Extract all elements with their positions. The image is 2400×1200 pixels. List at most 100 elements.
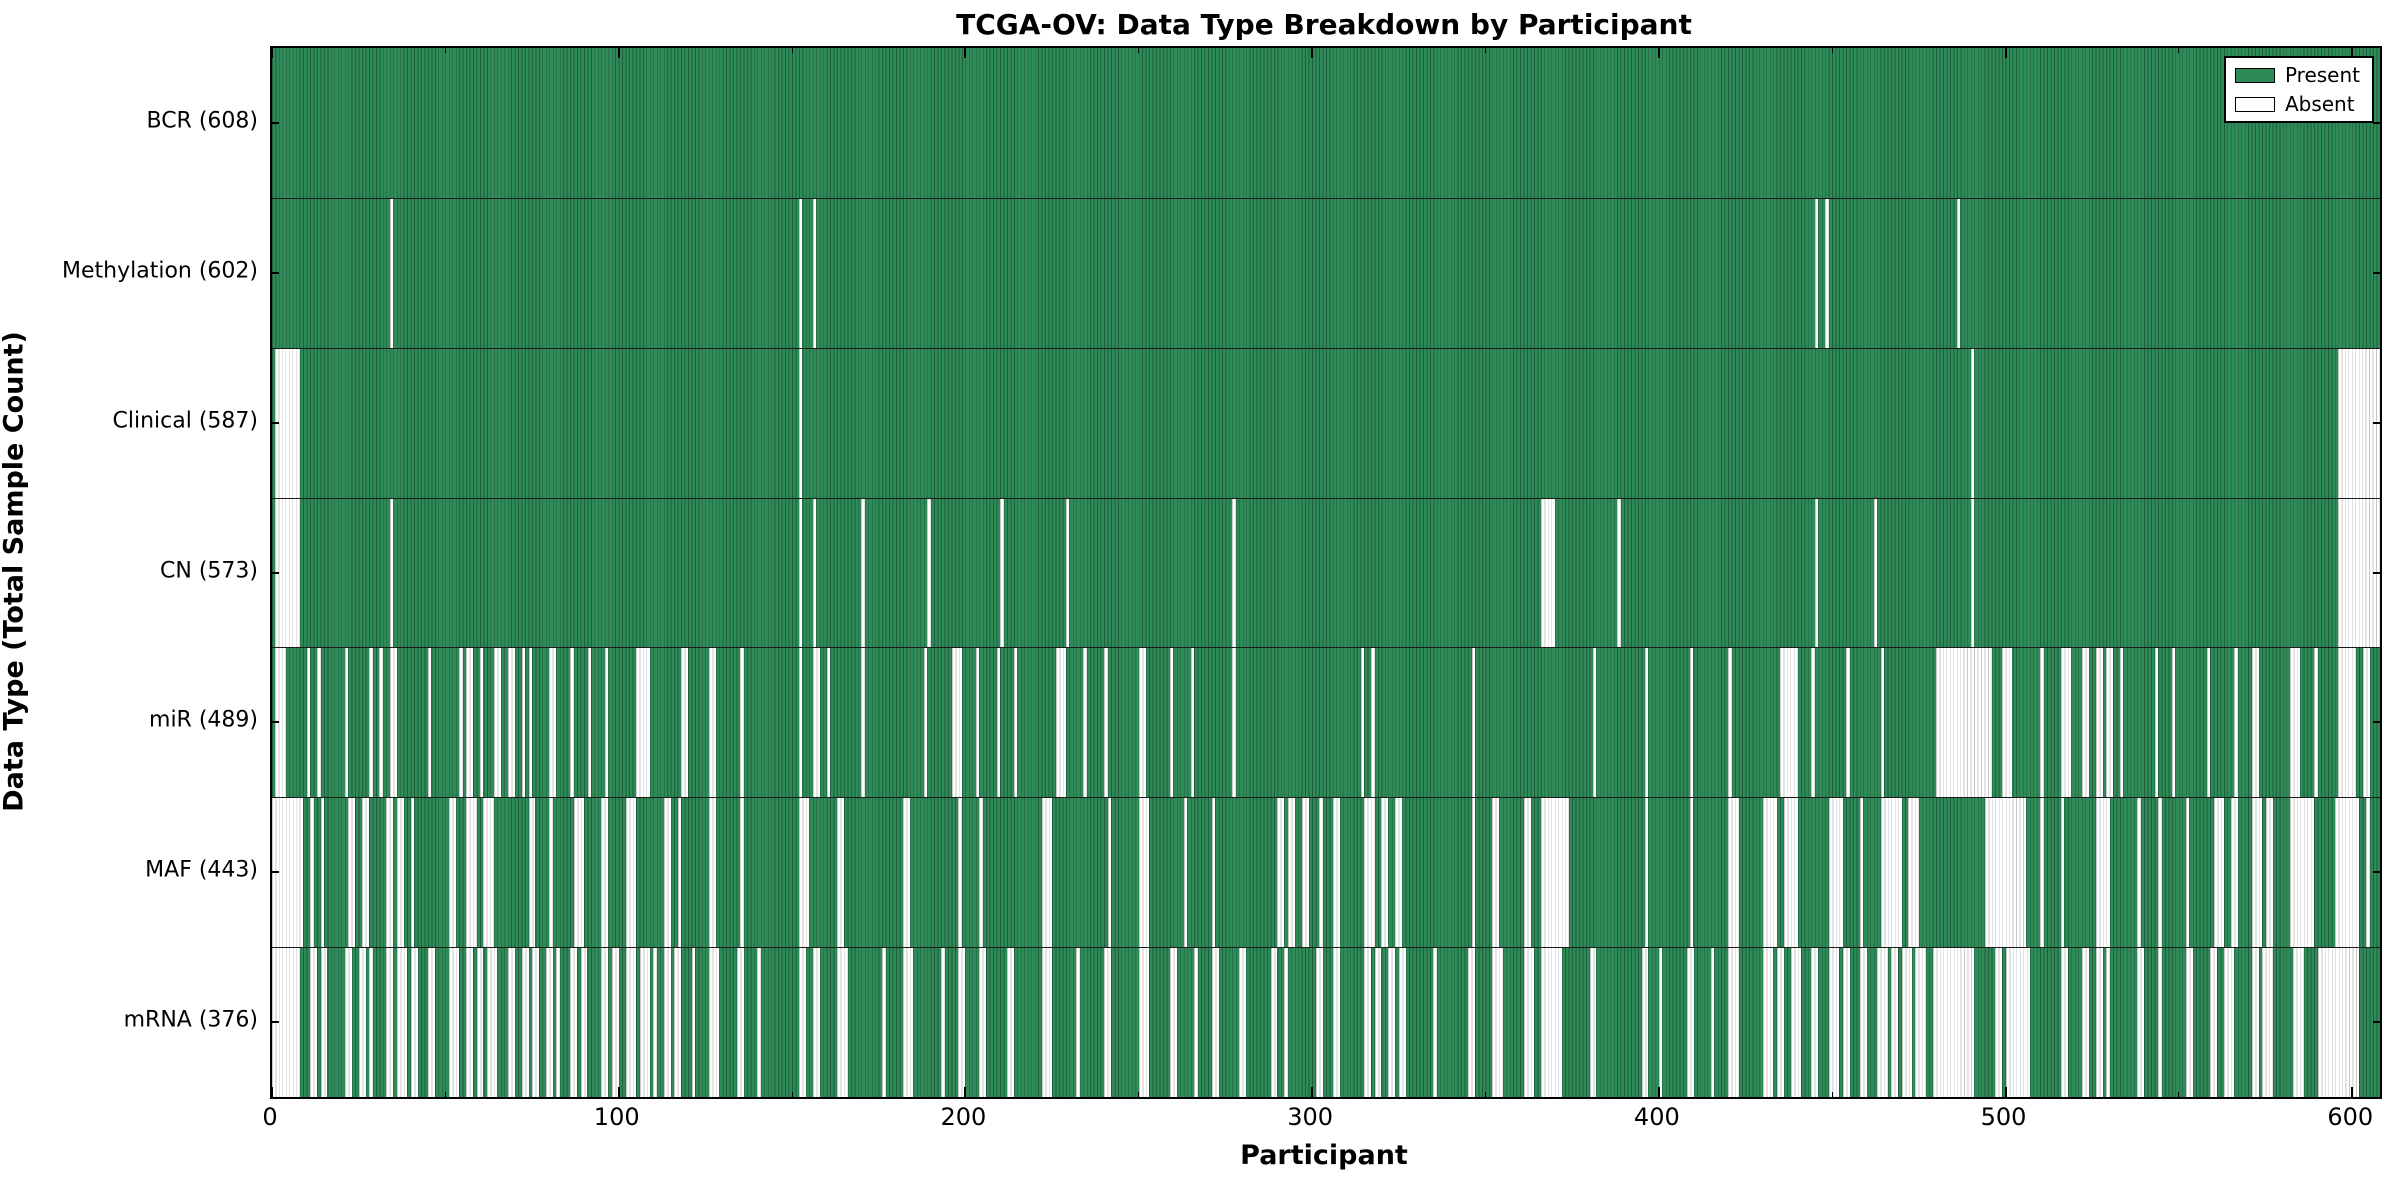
absent-stripe	[639, 947, 650, 1097]
absent-stripe	[1013, 647, 1018, 798]
absent-stripe	[1825, 197, 1829, 348]
absent-stripe	[493, 647, 501, 798]
absent-stripe	[958, 797, 962, 948]
absent-stripe	[2137, 947, 2145, 1097]
absent-stripe	[2040, 647, 2044, 798]
absent-stripe	[1880, 647, 1885, 798]
absent-stripe	[663, 797, 671, 948]
x-tick-label: 300	[1287, 1103, 1334, 1131]
absent-stripe	[1301, 797, 1309, 948]
absent-stripe	[580, 947, 588, 1097]
absent-stripe	[1523, 947, 1535, 1097]
absent-stripe	[1686, 947, 1694, 1097]
absent-stripe	[740, 797, 744, 948]
absent-stripe	[708, 647, 716, 798]
absent-stripe	[2289, 647, 2301, 798]
absent-stripe	[306, 647, 311, 798]
absent-stripe	[389, 497, 394, 648]
absent-stripe	[837, 797, 845, 948]
plot-area	[270, 46, 2382, 1099]
absent-stripe	[1471, 797, 1476, 948]
y-tick-label-mir: miR (489)	[149, 707, 258, 733]
absent-stripe	[1319, 797, 1323, 948]
y-tick-label-mrna: mRNA (376)	[123, 1007, 258, 1033]
absent-stripe	[1104, 947, 1112, 1097]
absent-stripe	[389, 647, 397, 798]
absent-stripe	[459, 647, 463, 798]
absent-stripe	[549, 797, 553, 948]
absent-stripe	[1190, 647, 1195, 798]
y-tick-label-methylation: Methylation (602)	[62, 258, 258, 284]
absent-stripe	[799, 797, 810, 948]
x-tick-mark	[271, 1087, 273, 1097]
absent-stripe	[310, 797, 314, 948]
absent-stripe	[2293, 947, 2304, 1097]
absent-stripe	[379, 647, 383, 798]
absent-stripe	[320, 797, 324, 948]
x-tick-mark	[2351, 48, 2354, 58]
absent-stripe	[2081, 947, 2089, 1097]
y-tick-mark	[2373, 1021, 2380, 1024]
y-tick-label-cn: CN (573)	[160, 558, 258, 583]
absent-stripe	[1000, 497, 1004, 648]
absent-stripe	[1690, 647, 1694, 798]
absent-stripe	[681, 647, 689, 798]
absent-stripe	[1055, 647, 1066, 798]
absent-stripe	[625, 947, 637, 1097]
absent-stripe	[1232, 497, 1236, 648]
absent-stripe	[636, 647, 650, 798]
x-minor-tick-mark	[791, 48, 793, 53]
absent-stripe	[386, 797, 394, 948]
absent-stripe	[1641, 947, 1649, 1097]
absent-stripe	[2106, 947, 2110, 1097]
absent-stripe	[410, 797, 415, 948]
x-tick-label: 500	[1980, 1103, 2027, 1131]
x-tick-mark	[617, 1087, 620, 1097]
absent-stripe	[1398, 947, 1406, 1097]
absent-stripe	[1395, 797, 1403, 948]
absent-stripe	[389, 197, 394, 348]
absent-stripe	[2223, 947, 2235, 1097]
y-tick-mark	[272, 871, 279, 874]
absent-stripe	[2005, 947, 2030, 1097]
absent-stripe	[1880, 797, 1902, 948]
absent-stripe	[1936, 647, 1992, 798]
absent-stripe	[625, 797, 637, 948]
absent-stripe	[587, 647, 591, 798]
absent-stripe	[1492, 947, 1503, 1097]
absent-stripe	[1540, 497, 1555, 648]
y-axis-label: Data Type (Total Sample Count)	[0, 331, 30, 812]
row-divider	[272, 647, 2380, 649]
x-minor-tick-mark	[1138, 48, 1140, 53]
absent-stripe	[344, 947, 352, 1097]
absent-stripe	[466, 797, 477, 948]
absent-stripe	[1239, 947, 1247, 1097]
absent-stripe	[310, 947, 318, 1097]
absent-stripe	[476, 947, 484, 1097]
absent-stripe	[1776, 947, 1784, 1097]
absent-stripe	[1381, 797, 1389, 948]
absent-stripe	[1138, 797, 1150, 948]
absent-stripe	[466, 947, 474, 1097]
absent-stripe	[1828, 797, 1843, 948]
x-minor-tick-mark	[1484, 1092, 1486, 1097]
absent-stripe	[1592, 647, 1597, 798]
absent-stripe	[861, 647, 865, 798]
y-tick-mark	[2373, 721, 2380, 724]
chart-title: TCGA-OV: Data Type Breakdown by Particip…	[956, 8, 1692, 41]
absent-stripe	[2317, 947, 2360, 1097]
absent-stripe	[1284, 947, 1288, 1097]
x-tick-label: 200	[940, 1103, 987, 1131]
absent-stripe	[674, 947, 682, 1097]
legend-absent-swatch	[2234, 96, 2275, 112]
row-divider	[272, 947, 2380, 949]
y-tick-mark	[272, 271, 279, 274]
absent-stripe	[396, 797, 404, 948]
absent-stripe	[1908, 797, 1919, 948]
absent-stripe	[1374, 947, 1382, 1097]
legend-box: Present Absent	[2223, 56, 2374, 123]
y-tick-mark	[272, 121, 279, 124]
absent-stripe	[611, 947, 619, 1097]
data-row-mrna	[272, 947, 2380, 1097]
absent-stripe	[528, 797, 536, 948]
